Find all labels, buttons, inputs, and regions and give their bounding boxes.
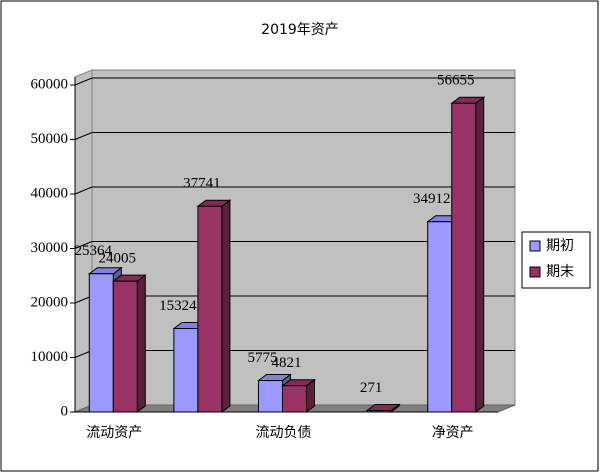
bar xyxy=(173,327,199,413)
grid-line xyxy=(74,186,93,195)
bar xyxy=(451,102,477,413)
legend-label: 期末 xyxy=(546,264,574,280)
legend-label: 期初 xyxy=(546,237,574,254)
value-label: 24005 xyxy=(99,251,137,267)
value-label: 37741 xyxy=(183,176,221,192)
x-tick-label: 流动资产 xyxy=(86,425,142,441)
y-tick-label: 20000 xyxy=(31,294,69,310)
value-label: 15324 xyxy=(159,298,197,314)
chart-title: 2019年资产 xyxy=(261,22,339,38)
y-tick-label: 60000 xyxy=(31,76,69,92)
y-tick-label: 10000 xyxy=(31,349,69,365)
legend-swatch xyxy=(529,240,541,252)
bar xyxy=(88,273,114,413)
y-tick-label: 50000 xyxy=(31,131,69,147)
grid-line xyxy=(74,132,93,140)
y-tick-label: 0 xyxy=(61,403,69,419)
x-tick-label: 流动负债 xyxy=(256,425,312,441)
bar xyxy=(112,280,138,413)
grid-line xyxy=(74,241,93,249)
grid-line xyxy=(74,77,93,86)
value-label: 271 xyxy=(360,380,383,396)
y-tick-label: 30000 xyxy=(31,240,69,256)
value-label: 25364 xyxy=(75,243,113,259)
bar-side xyxy=(475,96,485,413)
bar xyxy=(427,221,453,413)
bar-side xyxy=(136,274,146,413)
x-tick-label: 净资产 xyxy=(432,425,474,441)
value-label: 34912 xyxy=(413,191,451,207)
legend-swatch xyxy=(529,266,541,278)
bar xyxy=(197,205,223,413)
y-tick-label: 40000 xyxy=(31,185,69,201)
value-label: 4821 xyxy=(272,355,302,371)
bar xyxy=(366,410,392,413)
value-label: 56655 xyxy=(437,73,475,89)
bar xyxy=(282,385,307,413)
value-label: 5775 xyxy=(248,350,278,366)
bar-side xyxy=(221,199,231,413)
bar xyxy=(258,380,283,413)
